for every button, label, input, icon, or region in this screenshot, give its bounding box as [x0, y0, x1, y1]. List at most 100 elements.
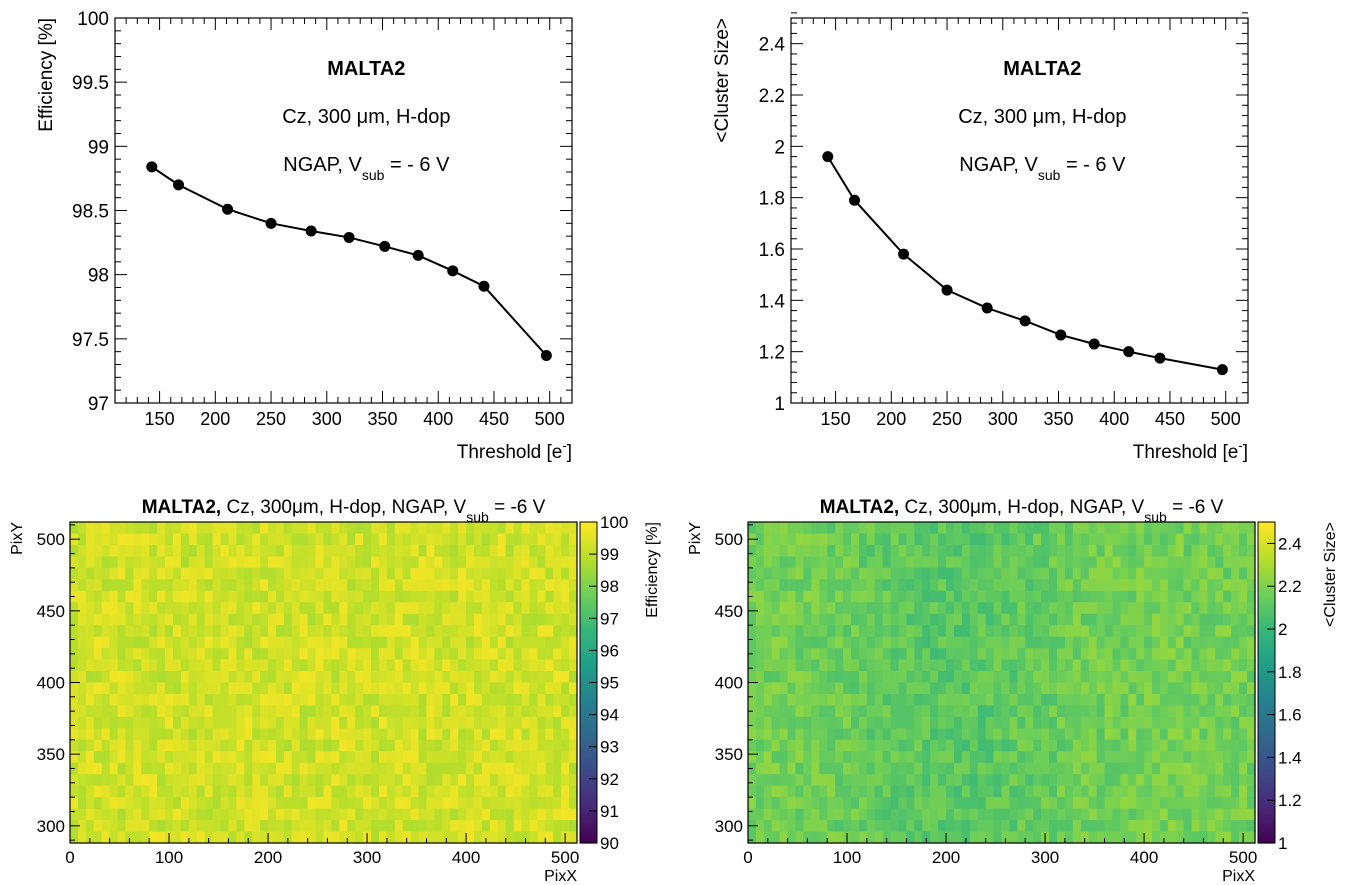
heatmap-cell — [1215, 682, 1224, 695]
heatmap-cell — [755, 625, 765, 638]
heatmap-cell — [394, 693, 404, 707]
heatmap-cell — [188, 774, 198, 787]
heatmap-cell — [930, 682, 939, 695]
heatmap-cell — [220, 693, 230, 707]
heatmap-cell — [236, 716, 245, 729]
heatmap-cell — [1104, 602, 1114, 615]
data-point — [1216, 364, 1228, 376]
heatmap-cell — [85, 797, 95, 810]
heatmap-cell — [946, 579, 955, 592]
heatmap-cell — [938, 762, 947, 775]
heatmap-cell — [1017, 831, 1026, 844]
heatmap-cell — [835, 556, 844, 569]
heatmap-cell — [236, 831, 245, 844]
heatmap-cell — [946, 682, 955, 695]
heatmap-cell — [755, 533, 765, 546]
heatmap-cell — [196, 533, 206, 546]
heatmap-cell — [513, 716, 523, 729]
heatmap-title: MALTA2, Cz, 300μm, H-dop, NGAP, Vsub = -… — [820, 497, 1224, 525]
heatmap-cell — [553, 671, 562, 684]
heatmap-cell — [450, 739, 459, 752]
heatmap-cell — [1167, 774, 1177, 787]
heatmap-cell — [196, 693, 206, 707]
heatmap-cell — [890, 590, 900, 603]
heatmap-cell — [977, 602, 987, 615]
heatmap-cell — [481, 522, 491, 535]
heatmap-cell — [866, 659, 876, 672]
heatmap-cell — [1064, 544, 1074, 557]
heatmap-cell — [165, 739, 174, 752]
heatmap-cell — [77, 785, 87, 798]
heatmap-cell — [339, 797, 348, 810]
heatmap-cell — [553, 705, 562, 718]
heatmap-cell — [1191, 762, 1201, 775]
heatmap-cell — [835, 579, 844, 592]
heatmap-cell — [858, 533, 868, 546]
color-bar-segment — [1258, 800, 1275, 804]
heatmap-cell — [1025, 533, 1034, 546]
heatmap-cell — [569, 671, 578, 684]
heatmap-cell — [1159, 728, 1169, 741]
heatmap-cell — [165, 774, 174, 787]
heatmap-cell — [458, 625, 467, 638]
heatmap-cell — [434, 820, 443, 833]
color-bar-segment — [1258, 620, 1275, 625]
y-tick-label: 500 — [37, 530, 65, 549]
heatmap-cell — [930, 567, 939, 580]
heatmap-cell — [1120, 590, 1129, 603]
heatmap-cell — [331, 579, 340, 592]
heatmap-cell — [307, 556, 317, 569]
heatmap-cell — [347, 602, 356, 615]
heatmap-cell — [1080, 774, 1090, 787]
heatmap-cell — [180, 705, 190, 718]
heatmap-cell — [466, 682, 475, 695]
heatmap-cell — [497, 797, 507, 810]
heatmap-cell — [378, 716, 388, 729]
heatmap-cell — [505, 808, 515, 821]
heatmap-cell — [1072, 556, 1082, 569]
heatmap-cell — [1136, 590, 1145, 603]
heatmap-cell — [787, 567, 797, 580]
x-tick-label: 150 — [821, 409, 851, 429]
x-tick-label: 200 — [876, 409, 906, 429]
heatmap-cell — [1207, 705, 1216, 718]
heatmap-cell — [394, 671, 404, 684]
heatmap-cell — [426, 533, 436, 546]
heatmap-cell — [1104, 659, 1114, 672]
heatmap-cell — [481, 705, 491, 718]
heatmap-cell — [1033, 567, 1042, 580]
heatmap-cell — [157, 659, 166, 672]
heatmap-cell — [101, 544, 111, 557]
heatmap-cell — [795, 533, 805, 546]
heatmap-cell — [101, 820, 111, 833]
heatmap-cell — [149, 820, 158, 833]
heatmap-cell — [474, 567, 483, 580]
heatmap-cell — [172, 751, 182, 764]
heatmap-cell — [787, 682, 797, 695]
heatmap-cell — [866, 739, 876, 752]
heatmap-cell — [882, 831, 892, 844]
heatmap-cell — [748, 716, 757, 729]
heatmap-cell — [1120, 774, 1129, 787]
y-tick-label: 98.5 — [72, 202, 109, 223]
heatmap-cell — [268, 716, 277, 729]
heatmap-cell — [882, 808, 892, 821]
heatmap-cell — [513, 648, 523, 661]
heatmap-cell — [914, 762, 923, 775]
heatmap-cell — [355, 820, 364, 833]
heatmap-cell — [1231, 808, 1240, 821]
heatmap-cell — [1056, 705, 1066, 718]
heatmap-cell — [1096, 567, 1106, 580]
heatmap-cell — [1001, 659, 1011, 672]
heatmap-cell — [505, 648, 515, 661]
heatmap-cell — [1215, 613, 1224, 626]
heatmap-cell — [906, 659, 915, 672]
heatmap-cell — [529, 648, 538, 661]
heatmap-cell — [1239, 797, 1248, 810]
heatmap-cell — [1136, 625, 1145, 638]
heatmap-cell — [172, 636, 182, 649]
heatmap-cell — [930, 579, 939, 592]
heatmap-cell — [323, 797, 333, 810]
heatmap-cell — [109, 533, 119, 546]
heatmap-cell — [922, 625, 931, 638]
